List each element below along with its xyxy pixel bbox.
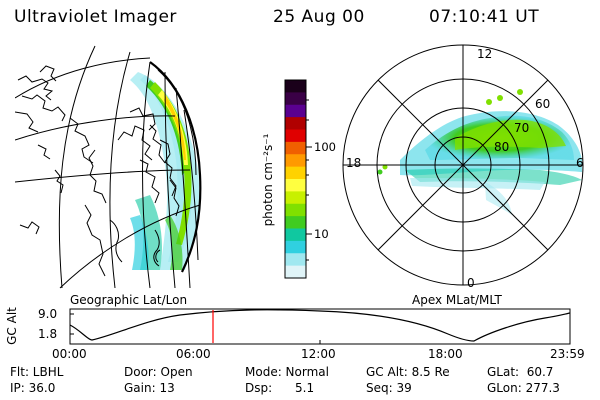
colorbar-swatch bbox=[285, 117, 306, 131]
info-dsp: Dsp: 5.1 bbox=[245, 381, 315, 395]
mlt-label-18: 18 bbox=[346, 156, 362, 170]
geo-limb-ring bbox=[149, 61, 202, 273]
polar-aurora-image bbox=[400, 111, 582, 215]
altitude-plot bbox=[69, 308, 571, 345]
colorbar-swatch bbox=[285, 228, 306, 242]
polar-grid bbox=[342, 44, 584, 286]
instrument-title: Ultraviolet Imager bbox=[14, 7, 177, 27]
colorbar-swatch bbox=[285, 240, 306, 254]
colorbar-swatch bbox=[285, 104, 306, 118]
geo-graticule bbox=[15, 45, 201, 289]
mlt-label-0: 0 bbox=[467, 276, 475, 290]
info-gain: Gain: 13 bbox=[124, 381, 175, 395]
alt-ylabel: GC Alt bbox=[5, 307, 19, 345]
info-glon: GLon: 277.3 bbox=[487, 381, 560, 395]
polar-panel-label: Apex MLat/MLT bbox=[412, 293, 502, 307]
alt-ytick-1: 1.8 bbox=[38, 327, 58, 341]
info-glat: GLat: 60.7 bbox=[487, 365, 554, 379]
mlt-label-6: 6 bbox=[576, 156, 584, 170]
polar-dots bbox=[377, 89, 523, 175]
colorbar-swatch bbox=[285, 253, 306, 267]
colorbar-swatch bbox=[285, 154, 306, 168]
geo-coastlines bbox=[15, 65, 180, 277]
colorbar-tick-100: 100 bbox=[314, 140, 336, 154]
info-ip: IP: 36.0 bbox=[10, 381, 56, 395]
alt-xtick-1200: 12:00 bbox=[301, 347, 336, 361]
geographic-map-panel bbox=[15, 45, 202, 289]
polar-mlat-mlt-panel bbox=[342, 44, 584, 286]
info-seq: Seq: 39 bbox=[366, 381, 412, 395]
info-flt: Flt: LBHL bbox=[10, 365, 64, 379]
info-door: Door: Open bbox=[124, 365, 193, 379]
colorbar-swatch bbox=[285, 92, 306, 106]
time-label: 07:10:41 UT bbox=[429, 7, 540, 27]
date-label: 25 Aug 00 bbox=[273, 7, 365, 27]
colorbar-swatch bbox=[285, 216, 306, 230]
colorbar-swatch bbox=[285, 80, 306, 93]
color-bar bbox=[285, 80, 306, 279]
alt-xtick-0600: 06:00 bbox=[176, 347, 211, 361]
mlat-label-60: 60 bbox=[535, 97, 551, 111]
alt-xtick-2359: 23:59 bbox=[550, 347, 585, 361]
info-mode: Mode: Normal bbox=[245, 365, 329, 379]
colorbar-swatch bbox=[285, 265, 306, 279]
colorbar-swatch bbox=[285, 166, 306, 180]
mlat-label-70: 70 bbox=[514, 121, 530, 135]
alt-xtick-1800: 18:00 bbox=[428, 347, 463, 361]
geo-panel-label: Geographic Lat/Lon bbox=[70, 293, 188, 307]
colorbar-swatch bbox=[285, 191, 306, 205]
colorbar-label: photon cm⁻²s⁻¹ bbox=[261, 133, 275, 227]
alt-ytick-9: 9.0 bbox=[38, 307, 58, 321]
mlat-label-80: 80 bbox=[494, 140, 510, 154]
info-gcalt: GC Alt: 8.5 Re bbox=[366, 365, 450, 379]
colorbar-swatch bbox=[285, 179, 306, 192]
mlt-label-12: 12 bbox=[477, 47, 493, 61]
colorbar-swatch bbox=[285, 129, 306, 143]
colorbar-swatch bbox=[285, 141, 306, 155]
alt-xtick-0000: 00:00 bbox=[52, 347, 87, 361]
colorbar-swatch bbox=[285, 203, 306, 217]
colorbar-tick-10: 10 bbox=[314, 227, 329, 241]
altitude-curve bbox=[69, 309, 571, 342]
